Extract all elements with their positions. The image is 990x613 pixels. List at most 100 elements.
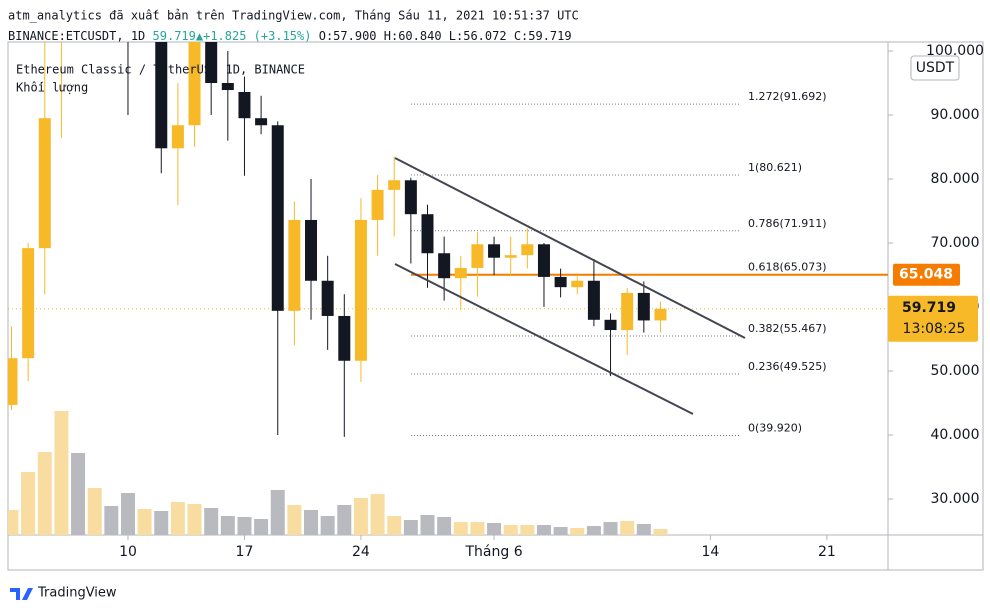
x-tick-label: 17: [236, 544, 254, 560]
open: O:57.900: [319, 29, 377, 43]
candle-body: [221, 82, 234, 91]
volume-bar: [453, 522, 468, 535]
overlay: 30.00040.00050.00060.00070.00080.00090.0…: [119, 43, 984, 560]
volume-bar: [536, 525, 551, 535]
volume-bar: [520, 525, 535, 535]
currency: USDT: [916, 60, 955, 76]
chart-frame: [7, 41, 984, 571]
candle-body: [421, 214, 434, 254]
volume-bar: [137, 509, 152, 535]
volume-bar: [220, 516, 235, 535]
candle-body: [654, 308, 667, 321]
candle-body: [8, 358, 18, 405]
fib-label: 1.272(91.692): [748, 90, 827, 103]
legend-volume: Khối lượng: [16, 81, 88, 95]
candle-body: [554, 276, 567, 288]
volume-bar: [287, 505, 302, 535]
volume-bar: [71, 453, 86, 535]
volume-bar: [170, 502, 185, 535]
candle-body: [22, 248, 35, 359]
candle-body: [438, 253, 451, 279]
volume-bar: [8, 510, 19, 535]
change: +1.825 (+3.15%): [203, 29, 311, 43]
volume-bar: [154, 511, 169, 535]
upper-trendline: [394, 157, 746, 339]
volume-bar: [320, 516, 335, 535]
plot: 1.272(91.692) 1(80.621) 0.786(71.911) 0.618…: [8, 42, 888, 535]
volume-bar: [603, 522, 618, 535]
volume-bar: [487, 523, 502, 535]
y-tick-label: 40.000: [931, 427, 980, 443]
high: H:60.840: [384, 29, 442, 43]
countdown: 13:08:25: [903, 321, 966, 337]
volume-bar: [420, 515, 435, 535]
candle-body: [454, 267, 467, 279]
y-tick-label: 100.000: [926, 43, 984, 59]
volume-bar: [21, 472, 36, 535]
volume-bar: [636, 524, 651, 535]
candle-body: [321, 280, 334, 316]
volume-bar: [653, 529, 668, 535]
candle-body: [571, 280, 584, 288]
footer-brand: TradingView: [37, 586, 117, 601]
lower-trendline: [394, 263, 694, 415]
arrow: ▲: [196, 29, 204, 43]
candle-body: [404, 180, 417, 215]
volume-bar: [437, 517, 452, 535]
fib-label: 0.382(55.467): [748, 322, 827, 335]
horizontal-line-tag: [893, 263, 960, 286]
candle-body: [188, 42, 201, 126]
candle-body: [205, 42, 218, 83]
legend-symbol: Ethereum Classic / TetherUS, 1D, BINANCE: [16, 63, 305, 77]
y-tick-label: 30.000: [931, 491, 980, 507]
x-tick-label: 10: [119, 544, 137, 560]
volume-bar: [37, 452, 52, 535]
candle-body: [504, 255, 517, 258]
horizontal-line-label: 65.048: [899, 267, 953, 283]
volume-bar: [187, 504, 202, 535]
footer-logo: [10, 588, 33, 600]
volume-bar: [104, 506, 119, 535]
last-price-tag: [888, 295, 978, 342]
volume-bar: [337, 505, 352, 535]
close: C:59.719: [514, 29, 572, 43]
candle-body: [271, 125, 284, 311]
logo-icon: [10, 588, 33, 600]
low: L:56.072: [449, 29, 507, 43]
y-tick-label: 80.000: [931, 171, 980, 187]
candle-body: [354, 219, 367, 361]
volume-bar: [387, 516, 402, 535]
last-price-label: 59.719: [902, 300, 956, 316]
volume-bar: [570, 528, 585, 535]
volume-bar: [586, 526, 601, 535]
volume-bar: [204, 508, 219, 535]
volume-bar: [254, 519, 269, 535]
volume-bar: [353, 498, 368, 535]
candle-body: [155, 42, 168, 149]
candle-body: [238, 91, 251, 119]
candle-body: [171, 125, 184, 149]
symbol: BINANCE:ETCUSDT, 1D: [8, 29, 145, 43]
y-tick-label: 50.000: [931, 363, 980, 379]
candle-body: [587, 280, 600, 320]
candle-body: [371, 189, 384, 220]
volume-bar: [403, 520, 418, 535]
x-tick-label: Tháng 6: [464, 544, 522, 560]
volume-bar: [237, 517, 252, 535]
symbol-line: BINANCE:ETCUSDT, 1D 59.719▲+1.825 (+3.15…: [8, 29, 572, 43]
volume-bar: [370, 494, 385, 535]
y-tick-label: 90.000: [931, 107, 980, 123]
fib-label: 0.236(49.525): [748, 360, 827, 373]
volume-bar: [54, 411, 69, 535]
currency-box: [910, 55, 960, 81]
candle-body: [471, 244, 484, 268]
fib-label: 1(80.621): [748, 161, 802, 174]
candle-body: [288, 219, 301, 311]
candle-body: [255, 118, 268, 126]
candle-body: [621, 292, 634, 331]
candle-body: [338, 315, 351, 361]
candle-body: [521, 244, 534, 256]
fib-label: 0(39.920): [748, 422, 802, 435]
x-tick-label: 14: [701, 544, 719, 560]
